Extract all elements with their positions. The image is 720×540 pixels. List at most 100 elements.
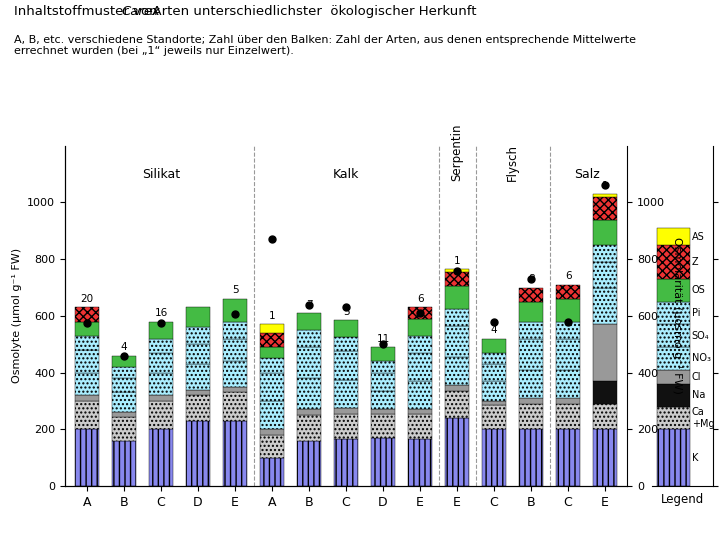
Bar [408, 353, 432, 381]
Bar [482, 364, 506, 381]
Bar [260, 429, 284, 435]
Bar [149, 353, 173, 373]
Text: 11: 11 [377, 334, 390, 343]
Bar [657, 302, 690, 325]
Bar [408, 319, 432, 336]
Bar [657, 429, 690, 486]
Bar [334, 408, 358, 414]
Bar [445, 386, 469, 391]
Bar [371, 438, 395, 486]
Text: 1: 1 [454, 256, 460, 266]
Text: Pi: Pi [692, 308, 700, 318]
Text: Ca
+Mg: Ca +Mg [692, 407, 714, 429]
Bar [657, 384, 690, 407]
Text: Cl: Cl [692, 372, 701, 382]
Bar [149, 373, 173, 395]
Bar [408, 381, 432, 409]
Bar [556, 299, 580, 321]
Bar [593, 262, 617, 287]
Bar [149, 401, 173, 429]
Bar [297, 330, 321, 347]
Bar [223, 321, 247, 339]
Text: NO₃: NO₃ [692, 353, 711, 363]
Bar [371, 347, 395, 361]
Bar [297, 409, 321, 415]
Bar [260, 325, 284, 333]
Bar [657, 370, 690, 384]
Text: 6: 6 [564, 271, 572, 281]
Bar [112, 378, 136, 393]
Bar [260, 458, 284, 486]
Text: Flysch: Flysch [506, 144, 519, 181]
Text: -Arten unterschiedlichster  ökologischer Herkunft: -Arten unterschiedlichster ökologischer … [148, 5, 476, 18]
Bar [593, 381, 617, 404]
Bar [519, 398, 543, 404]
Bar [223, 339, 247, 361]
Bar [593, 219, 617, 245]
Bar [75, 429, 99, 486]
Text: Z: Z [692, 257, 698, 267]
Bar [186, 345, 210, 364]
Bar [186, 395, 210, 421]
Bar [482, 381, 506, 401]
Bar [482, 429, 506, 486]
Bar [556, 398, 580, 404]
Bar [75, 373, 99, 395]
Bar [556, 429, 580, 486]
Bar [556, 321, 580, 339]
Bar [75, 307, 99, 321]
Bar [593, 404, 617, 429]
Bar [519, 339, 543, 370]
Bar [408, 414, 432, 439]
Bar [186, 364, 210, 390]
Bar [593, 287, 617, 325]
Text: 6: 6 [417, 294, 423, 304]
Text: Serpentin: Serpentin [451, 124, 464, 181]
Bar [112, 367, 136, 378]
Bar [260, 373, 284, 401]
Bar [297, 415, 321, 441]
Bar [408, 439, 432, 486]
Bar [112, 441, 136, 486]
Text: 7: 7 [306, 300, 312, 309]
Bar [186, 307, 210, 327]
Bar [408, 336, 432, 353]
Text: 1: 1 [602, 180, 608, 191]
Bar [657, 407, 690, 429]
Y-axis label: Osmolyte (µmol g⁻¹ FW): Osmolyte (µmol g⁻¹ FW) [12, 248, 22, 383]
Bar [334, 380, 358, 408]
Bar [75, 321, 99, 336]
Bar [334, 337, 358, 352]
Bar [556, 404, 580, 429]
Bar [371, 373, 395, 391]
Bar [445, 418, 469, 486]
Bar [112, 393, 136, 413]
Bar [260, 347, 284, 359]
Text: Na: Na [692, 390, 705, 400]
Y-axis label: Osmolarität (µosmo g⁻¹ FW): Osmolarität (µosmo g⁻¹ FW) [672, 238, 682, 394]
Bar [371, 361, 395, 373]
Text: 16: 16 [154, 308, 168, 318]
Bar [260, 401, 284, 429]
Bar [75, 336, 99, 350]
Bar [75, 395, 99, 401]
Bar [260, 359, 284, 373]
Bar [149, 339, 173, 353]
Bar [186, 327, 210, 345]
Bar [593, 245, 617, 262]
Bar [297, 313, 321, 330]
Bar [445, 391, 469, 418]
Bar [519, 287, 543, 302]
Bar [223, 387, 247, 393]
Bar [482, 339, 506, 353]
Text: AS: AS [692, 232, 704, 241]
Bar [445, 326, 469, 357]
Bar [445, 269, 469, 272]
Bar [519, 429, 543, 486]
Bar [657, 245, 690, 279]
Bar [297, 441, 321, 486]
Bar [593, 194, 617, 197]
Text: SO₄: SO₄ [692, 330, 709, 341]
Bar [593, 325, 617, 381]
Bar [556, 370, 580, 398]
